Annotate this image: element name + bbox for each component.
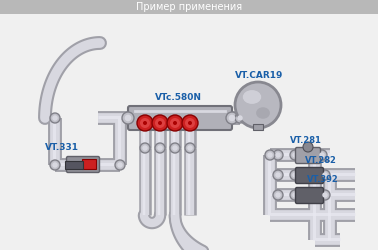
Circle shape bbox=[52, 115, 58, 121]
Text: VT.282: VT.282 bbox=[305, 156, 337, 165]
Circle shape bbox=[185, 143, 195, 153]
Circle shape bbox=[292, 152, 298, 158]
Circle shape bbox=[322, 192, 328, 198]
Circle shape bbox=[155, 143, 165, 153]
FancyBboxPatch shape bbox=[128, 106, 232, 130]
Circle shape bbox=[320, 170, 330, 180]
Circle shape bbox=[275, 192, 281, 198]
Circle shape bbox=[187, 145, 193, 151]
Circle shape bbox=[50, 160, 60, 170]
Circle shape bbox=[235, 82, 281, 128]
Circle shape bbox=[173, 121, 177, 125]
Bar bbox=[253, 124, 263, 130]
Text: VT.CAR19: VT.CAR19 bbox=[235, 71, 284, 80]
Circle shape bbox=[290, 170, 300, 180]
FancyBboxPatch shape bbox=[296, 148, 321, 164]
Circle shape bbox=[229, 115, 235, 121]
Circle shape bbox=[143, 121, 147, 125]
Text: VT.392: VT.392 bbox=[307, 175, 339, 184]
Circle shape bbox=[265, 150, 275, 160]
Circle shape bbox=[273, 150, 283, 160]
Text: Пример применения: Пример применения bbox=[136, 2, 242, 12]
Circle shape bbox=[117, 162, 123, 168]
Circle shape bbox=[235, 113, 245, 123]
Circle shape bbox=[170, 118, 180, 128]
Text: VT.281: VT.281 bbox=[290, 136, 322, 145]
FancyBboxPatch shape bbox=[296, 188, 324, 204]
Bar bbox=[65, 161, 83, 169]
Circle shape bbox=[317, 150, 327, 160]
Circle shape bbox=[155, 118, 165, 128]
Bar bbox=[82, 159, 96, 169]
Circle shape bbox=[125, 115, 131, 121]
Bar bbox=[0, 0, 378, 14]
Circle shape bbox=[158, 121, 162, 125]
Circle shape bbox=[137, 115, 153, 131]
Circle shape bbox=[157, 145, 163, 151]
Circle shape bbox=[50, 113, 60, 123]
Circle shape bbox=[185, 118, 195, 128]
Text: VTc.580N: VTc.580N bbox=[155, 93, 202, 102]
Circle shape bbox=[319, 152, 325, 158]
Circle shape bbox=[140, 118, 150, 128]
Circle shape bbox=[237, 115, 243, 121]
Circle shape bbox=[290, 190, 300, 200]
Circle shape bbox=[292, 172, 298, 178]
Circle shape bbox=[115, 160, 125, 170]
Circle shape bbox=[123, 113, 133, 123]
Ellipse shape bbox=[256, 107, 270, 119]
Circle shape bbox=[182, 115, 198, 131]
Circle shape bbox=[167, 115, 183, 131]
Circle shape bbox=[142, 145, 148, 151]
Circle shape bbox=[172, 145, 178, 151]
Circle shape bbox=[52, 162, 58, 168]
Circle shape bbox=[292, 192, 298, 198]
FancyBboxPatch shape bbox=[296, 168, 324, 184]
Circle shape bbox=[188, 121, 192, 125]
Circle shape bbox=[226, 112, 238, 124]
Circle shape bbox=[303, 142, 313, 152]
Circle shape bbox=[290, 150, 300, 160]
Circle shape bbox=[273, 190, 283, 200]
Circle shape bbox=[122, 112, 134, 124]
Circle shape bbox=[170, 143, 180, 153]
Circle shape bbox=[320, 190, 330, 200]
FancyBboxPatch shape bbox=[67, 156, 99, 172]
Circle shape bbox=[322, 172, 328, 178]
Circle shape bbox=[275, 152, 281, 158]
Circle shape bbox=[125, 115, 131, 121]
Circle shape bbox=[152, 115, 168, 131]
Circle shape bbox=[275, 172, 281, 178]
Circle shape bbox=[267, 152, 273, 158]
Text: VT.331: VT.331 bbox=[45, 143, 79, 152]
Ellipse shape bbox=[243, 90, 261, 104]
Circle shape bbox=[140, 143, 150, 153]
Circle shape bbox=[273, 170, 283, 180]
